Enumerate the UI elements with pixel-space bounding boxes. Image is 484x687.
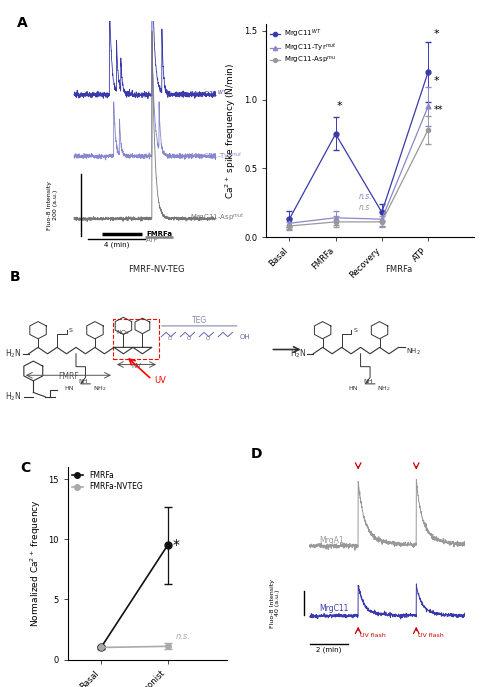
Legend: FMRFa, FMRFa-NVTEG: FMRFa, FMRFa-NVTEG [72,471,143,491]
Text: MrgC11: MrgC11 [319,605,349,613]
Text: OH: OH [240,334,250,339]
Text: FMRF: FMRF [59,372,79,381]
Text: B: B [10,270,20,284]
Text: UV: UV [154,376,166,385]
Text: **: ** [434,104,443,115]
Text: *: * [434,29,439,39]
Text: NH$_2$: NH$_2$ [406,346,421,357]
Text: Fluo-8 Intensity
40 (a.u.): Fluo-8 Intensity 40 (a.u.) [270,578,280,628]
Text: UV flash: UV flash [360,633,386,638]
Y-axis label: Ca$^{2+}$ spike frequency (N/min): Ca$^{2+}$ spike frequency (N/min) [224,63,239,199]
Text: C: C [20,462,30,475]
Text: FMRFa: FMRFa [146,232,172,237]
Text: MrgA1: MrgA1 [319,536,344,545]
Text: n.s.: n.s. [359,192,372,201]
Text: NH: NH [78,379,88,384]
Text: NV: NV [132,363,142,368]
Text: FMRFa: FMRFa [385,265,412,274]
Text: UV flash: UV flash [418,633,444,638]
Text: FMRF-NV-TEG: FMRF-NV-TEG [128,265,185,274]
Text: HN: HN [64,385,74,391]
Text: n.s.: n.s. [176,632,190,641]
Text: *: * [336,100,342,111]
Text: H$_2$N: H$_2$N [5,390,21,403]
Text: TEG: TEG [192,316,207,325]
Text: NH: NH [363,379,373,384]
Text: 2 (min): 2 (min) [317,646,342,653]
Text: MrgC11-Tyr$^{ mut}$: MrgC11-Tyr$^{ mut}$ [190,150,243,162]
Text: NO$_2$: NO$_2$ [116,328,130,337]
Text: O: O [187,336,191,341]
Text: NH$_2$: NH$_2$ [92,384,106,392]
Text: HN: HN [348,385,358,391]
Text: MrgC11-Asp$^{mut}$: MrgC11-Asp$^{mut}$ [190,212,245,223]
Text: *: * [173,539,180,552]
Y-axis label: Normalized Ca$^{2+}$ frequency: Normalized Ca$^{2+}$ frequency [28,499,43,627]
Text: H$_2$N: H$_2$N [289,348,306,360]
Text: MrgC11$^{WT}$: MrgC11$^{WT}$ [190,88,227,100]
Text: O: O [168,336,172,341]
Text: n.s: n.s [359,203,370,212]
Text: ATP: ATP [146,237,159,243]
Text: *: * [434,76,439,86]
Text: D: D [251,447,262,461]
Legend: MrgC11$^{WT}$, MrgC11-Tyr$^{mut}$, MrgC11-Asp$^{mu}$: MrgC11$^{WT}$, MrgC11-Tyr$^{mut}$, MrgC1… [270,27,336,65]
Text: S: S [353,328,357,333]
Text: S: S [69,328,73,333]
Text: NH$_2$: NH$_2$ [377,384,391,392]
Text: 4 (min): 4 (min) [104,242,129,248]
Text: H$_2$N: H$_2$N [5,348,21,360]
Text: O: O [206,336,210,341]
Text: A: A [16,16,28,30]
Text: Fluo-8 Intensity
200 (a.u.): Fluo-8 Intensity 200 (a.u.) [47,181,58,229]
